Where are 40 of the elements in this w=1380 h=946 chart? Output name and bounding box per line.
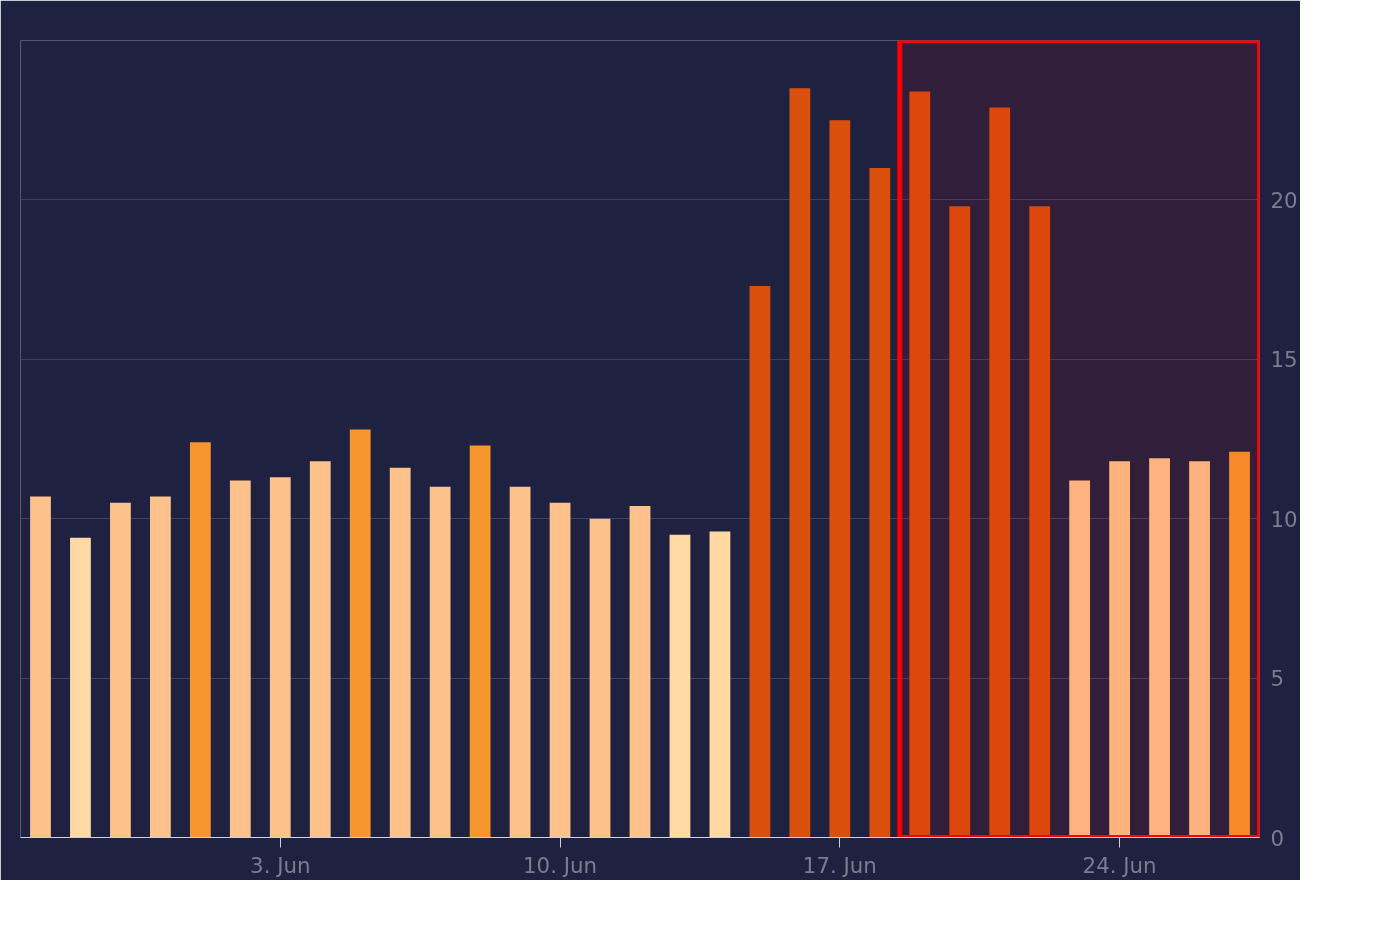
bar	[1029, 206, 1051, 838]
bar	[989, 107, 1011, 838]
bar	[869, 168, 891, 838]
bar	[1189, 461, 1210, 838]
bar	[1149, 458, 1170, 838]
y-tick-label: 10	[1270, 506, 1298, 532]
bar	[70, 537, 91, 838]
bar	[150, 496, 171, 838]
bar	[349, 429, 371, 838]
bar	[429, 486, 451, 838]
bar	[1229, 451, 1250, 838]
bar	[629, 505, 651, 838]
bar	[1069, 480, 1091, 838]
x-tick-label: 17. Jun	[802, 852, 877, 878]
bar	[189, 442, 211, 838]
bar	[309, 461, 331, 838]
bar	[509, 486, 531, 838]
y-tick-label: 20	[1270, 187, 1298, 213]
y-tick-label: 0	[1270, 825, 1285, 851]
bar	[549, 502, 571, 838]
bar	[789, 88, 811, 838]
bar	[110, 502, 131, 838]
bar	[749, 285, 771, 838]
y-tick-label: 15	[1270, 347, 1298, 373]
bar	[469, 445, 491, 838]
bar	[949, 206, 971, 838]
x-tick-label: 3. Jun	[250, 852, 311, 878]
bar	[269, 477, 291, 838]
bar	[1109, 461, 1130, 838]
y-tick-label: 5	[1270, 666, 1285, 692]
bar	[30, 496, 51, 838]
bar	[229, 480, 251, 838]
x-tick-label: 10. Jun	[523, 852, 598, 878]
bar	[669, 534, 691, 838]
bar	[709, 531, 731, 838]
x-tick-label: 24. Jun	[1082, 852, 1157, 878]
bar	[829, 120, 851, 838]
bar	[909, 91, 931, 838]
bar	[389, 467, 411, 838]
bar	[589, 518, 611, 838]
